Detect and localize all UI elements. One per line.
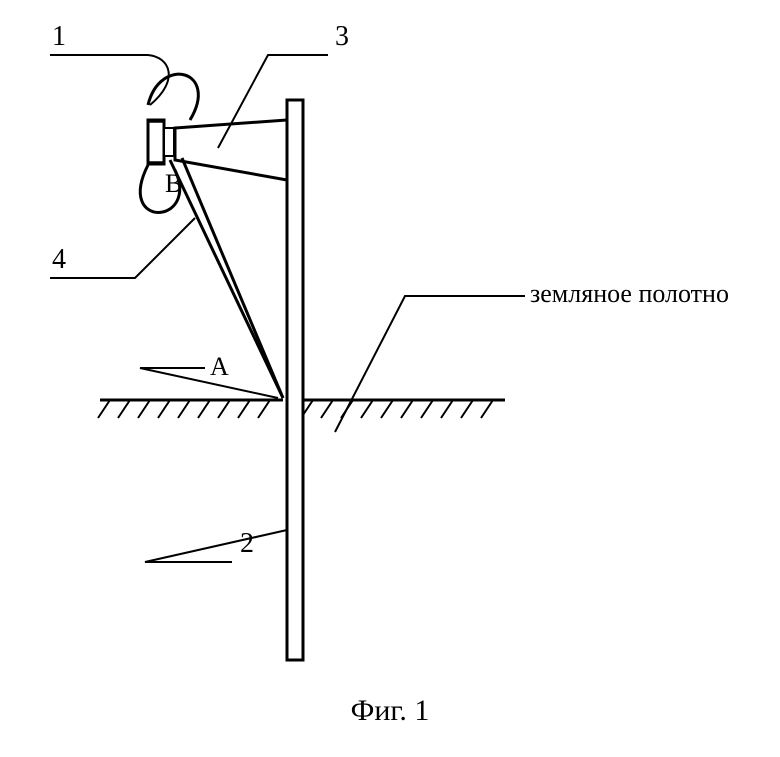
bracket [175, 120, 287, 180]
callout-number-4: 4 [52, 244, 66, 275]
ground-hatch [401, 400, 413, 418]
ground-hatch [461, 400, 473, 418]
ground-hatch [258, 400, 270, 418]
ground-hatch [178, 400, 190, 418]
callout-number-3: 3 [335, 21, 349, 52]
ground-hatch [381, 400, 393, 418]
clamp-connector [164, 128, 174, 156]
callout-number-2: 2 [240, 528, 254, 559]
ground-hatch [218, 400, 230, 418]
ground-hatch [421, 400, 433, 418]
ground-hatch [158, 400, 170, 418]
ground-hatch [441, 400, 453, 418]
ground-hatch [138, 400, 150, 418]
clamp-box [148, 120, 164, 164]
callout-number-1: 1 [52, 21, 66, 52]
callout-leader-4 [50, 218, 195, 278]
callout-leader-3 [218, 55, 328, 148]
brace [182, 158, 283, 398]
leader-ground [335, 296, 525, 432]
pole [287, 100, 303, 660]
ground-hatch [321, 400, 333, 418]
ground-hatch [118, 400, 130, 418]
ground-hatch [481, 400, 493, 418]
callout-leader-2 [145, 530, 287, 562]
ground-hatch [198, 400, 210, 418]
ground-hatch [98, 400, 110, 418]
point-label-A: A [210, 352, 229, 381]
ground-hatch [361, 400, 373, 418]
cable-top [148, 74, 198, 120]
leader-a [140, 368, 278, 398]
figure-caption: Фиг. 1 [351, 694, 430, 727]
point-label-B: B [165, 169, 182, 198]
ground-hatch [238, 400, 250, 418]
ground-label: земляное полотно [530, 279, 729, 308]
